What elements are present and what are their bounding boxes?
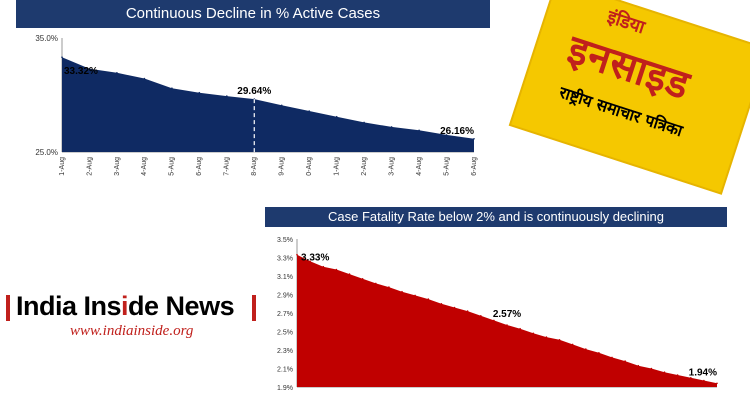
- data-point: [308, 110, 311, 112]
- logo-english-name: India Inside News: [16, 291, 235, 322]
- active-cases-chart-panel: Continuous Decline in % Active Cases 35.…: [16, 0, 490, 185]
- data-point: [335, 115, 338, 118]
- data-point: [571, 343, 574, 346]
- data-point: [418, 129, 420, 132]
- data-point: [545, 336, 548, 338]
- data-point: [506, 324, 508, 326]
- active-cases-area: [62, 57, 474, 153]
- y-tick-label: 35.0%: [35, 34, 58, 43]
- data-point: [280, 104, 283, 107]
- data-point: [598, 352, 600, 354]
- data-point: [611, 356, 613, 359]
- logo-left-bar: [6, 295, 10, 321]
- data-point: [473, 138, 475, 140]
- data-point: [493, 319, 495, 322]
- x-tick-label: 9-Aug: [279, 157, 286, 176]
- y-tick-label: 3.1%: [277, 274, 293, 281]
- x-tick-label: 5-Aug: [443, 157, 450, 176]
- data-point: [388, 286, 390, 288]
- data-point: [585, 348, 587, 350]
- data-label: 1.94%: [689, 367, 717, 378]
- india-inside-news-logo: India Inside News www.indiainside.org: [0, 287, 262, 343]
- data-point: [361, 278, 364, 280]
- x-tick-label: 1-Aug: [334, 157, 341, 176]
- fatality-rate-chart: 3.5% 3.3% 3.1% 2.9% 2.7% 2.5% 2.3% 2.1% 1.9% 3.33…: [277, 237, 718, 392]
- x-tick-label: 7-Aug: [224, 157, 231, 176]
- y-tick-label: 3.5%: [277, 237, 293, 244]
- y-tick-label: 2.5%: [277, 330, 293, 337]
- data-point: [624, 360, 626, 362]
- data-point: [226, 95, 228, 97]
- data-point: [401, 290, 403, 293]
- x-tick-label: 6-Aug: [196, 157, 203, 176]
- x-tick-label: 6-Aug: [471, 157, 478, 176]
- data-point: [335, 268, 338, 271]
- data-point: [532, 332, 535, 335]
- fatality-rate-area: [297, 254, 717, 387]
- data-point: [198, 91, 201, 94]
- fatality-rate-chart-title: Case Fatality Rate below 2% and is conti…: [265, 207, 727, 227]
- x-tick-label: 3-Aug: [388, 157, 395, 176]
- data-point: [296, 253, 298, 256]
- logo-name-part-c: de News: [128, 291, 235, 321]
- x-tick-label: 8-Aug: [251, 157, 258, 176]
- data-point: [690, 377, 692, 379]
- data-point: [61, 56, 63, 58]
- data-point: [363, 121, 365, 124]
- y-tick-label: 2.3%: [277, 348, 293, 355]
- data-point: [558, 339, 561, 341]
- y-tick-label: 2.9%: [277, 293, 293, 300]
- data-point: [703, 379, 705, 382]
- data-label: 33.32%: [64, 66, 98, 77]
- x-tick-label: 2-Aug: [86, 157, 93, 176]
- data-point: [390, 126, 393, 128]
- data-point: [676, 374, 679, 376]
- x-tick-label: 4-Aug: [416, 157, 423, 176]
- data-point: [143, 77, 146, 80]
- data-point: [171, 87, 173, 89]
- y-tick-label: 3.3%: [277, 256, 293, 263]
- data-point: [466, 310, 469, 312]
- data-point: [322, 265, 325, 268]
- data-label: 2.57%: [493, 309, 521, 320]
- active-cases-chart-title: Continuous Decline in % Active Cases: [16, 0, 490, 28]
- y-tick-label: 2.7%: [277, 311, 293, 318]
- logo-right-bar: [252, 295, 256, 321]
- x-tick-label: 1-Aug: [59, 157, 66, 176]
- logo-url: www.indiainside.org: [70, 323, 194, 339]
- data-point: [716, 382, 718, 385]
- x-tick-label: 0-Aug: [306, 157, 313, 176]
- x-tick-label: 5-Aug: [169, 157, 176, 176]
- data-point: [88, 68, 91, 70]
- data-point: [427, 298, 430, 300]
- x-tick-label: 2-Aug: [361, 157, 368, 176]
- data-label: 26.16%: [440, 126, 474, 137]
- x-tick-label: 3-Aug: [114, 157, 121, 176]
- data-point: [414, 294, 416, 297]
- data-label: 3.33%: [301, 253, 329, 264]
- logo-name-part-a: India Ins: [16, 291, 122, 321]
- data-point: [375, 282, 377, 285]
- india-inside-hindi-logo: इंडिया इनसाइड राष्ट्रीय समाचार पत्रिका: [507, 0, 750, 195]
- active-cases-chart: 35.0%25.0%1-Aug 2-Aug 3-Aug 4-Aug 5-Aug 6-Aug…: [35, 34, 478, 176]
- data-point: [445, 134, 448, 136]
- data-point: [309, 260, 311, 262]
- logo-name-part-b: i: [121, 291, 129, 321]
- y-tick-label: 2.1%: [277, 367, 293, 374]
- data-point: [440, 303, 443, 305]
- y-tick-label: 1.9%: [277, 385, 293, 392]
- y-tick-label: 25.0%: [35, 148, 58, 157]
- data-point: [519, 327, 521, 330]
- data-point: [348, 273, 351, 275]
- data-point: [650, 367, 653, 370]
- fatality-rate-chart-panel: Case Fatality Rate below 2% and is conti…: [265, 207, 727, 400]
- data-point: [116, 72, 118, 74]
- x-tick-label: 4-Aug: [141, 157, 148, 176]
- data-point: [453, 306, 456, 309]
- data-point: [637, 364, 640, 367]
- data-point: [663, 371, 666, 373]
- data-point: [480, 315, 482, 317]
- data-label: 29.64%: [237, 86, 271, 97]
